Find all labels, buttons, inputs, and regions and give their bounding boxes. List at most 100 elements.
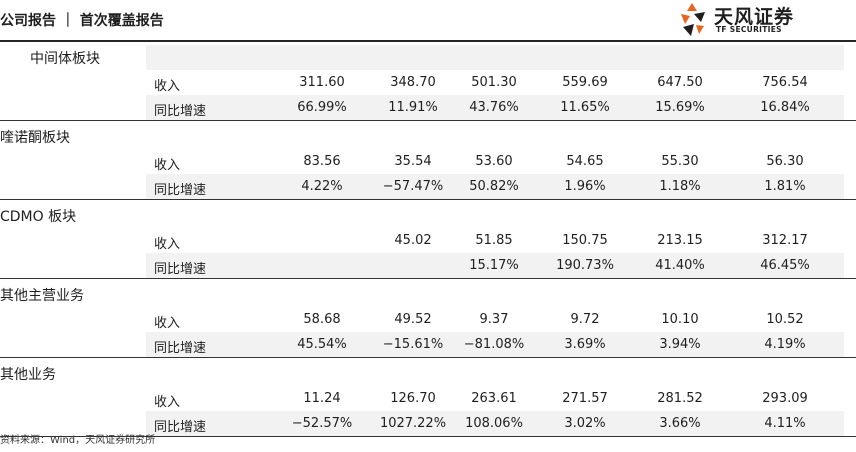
table-cell: 3.69% bbox=[564, 337, 606, 352]
table-cell: 45.02 bbox=[394, 233, 432, 248]
table-cell: 50.82% bbox=[469, 179, 519, 194]
table-cell: 9.72 bbox=[570, 312, 600, 327]
tf-logo-icon bbox=[681, 3, 705, 36]
table-cell: 51.85 bbox=[475, 233, 513, 248]
table-cell: 4.11% bbox=[764, 416, 806, 431]
row-label: 同比增速 bbox=[154, 420, 207, 435]
table-cell: 108.06% bbox=[465, 416, 523, 431]
table-cell: 559.69 bbox=[562, 75, 608, 90]
report-type-title: 公司报告 ｜ 首次覆盖报告 bbox=[0, 13, 164, 29]
table-row: 收入 83.56 35.54 53.60 54.65 55.30 56.30 bbox=[0, 149, 856, 174]
table-cell: 11.24 bbox=[303, 391, 341, 406]
table-cell: 16.84% bbox=[760, 100, 810, 115]
tf-securities-logo: 天风证券 TF SECURITIES bbox=[674, 0, 844, 40]
table-cell: 43.76% bbox=[469, 100, 519, 115]
row-label: 收入 bbox=[154, 158, 181, 173]
revenue-forecast-table: 中间体板块 收入 311.60 348.70 501.30 559.69 647.50 756… bbox=[0, 42, 856, 437]
table-cell: 9.37 bbox=[479, 312, 509, 327]
table-cell: 4.19% bbox=[764, 337, 806, 352]
table-cell: 15.17% bbox=[469, 258, 519, 273]
table-row: 收入 45.02 51.85 150.75 213.15 312.17 bbox=[0, 228, 856, 253]
section-name: 中间体板块 bbox=[30, 51, 100, 67]
section-name: CDMO 板块 bbox=[0, 209, 77, 225]
table-cell: 1.81% bbox=[764, 179, 806, 194]
section-header: 喹诺酮板块 bbox=[0, 121, 856, 149]
table-cell: −52.57% bbox=[291, 416, 353, 431]
row-label: 同比增速 bbox=[154, 104, 207, 119]
header-shade bbox=[146, 45, 844, 70]
table-cell: 3.02% bbox=[564, 416, 606, 431]
table-cell: 55.30 bbox=[661, 154, 699, 169]
table-cell: 11.91% bbox=[388, 100, 438, 115]
row-label: 收入 bbox=[154, 316, 181, 331]
table-cell: 150.75 bbox=[562, 233, 608, 248]
table-cell: 501.30 bbox=[471, 75, 517, 90]
row-label: 收入 bbox=[154, 237, 181, 252]
section-name: 其他主营业务 bbox=[0, 288, 84, 304]
table-cell: 3.66% bbox=[659, 416, 701, 431]
table-row: 同比增速 15.17% 190.73% 41.40% 46.45% bbox=[0, 253, 856, 278]
table-cell: 281.52 bbox=[657, 391, 703, 406]
table-cell: 312.17 bbox=[762, 233, 808, 248]
table-cell: 271.57 bbox=[562, 391, 608, 406]
section-header: 其他业务 bbox=[0, 358, 856, 386]
table-cell: 66.99% bbox=[297, 100, 347, 115]
table-section: 其他业务收入 11.24 126.70 263.61 271.57 281.52 293.0… bbox=[0, 358, 856, 437]
table-section: 其他主营业务收入 58.68 49.52 9.37 9.72 10.10 10.52 同比增速… bbox=[0, 279, 856, 358]
table-cell: −81.08% bbox=[463, 337, 525, 352]
table-cell: 49.52 bbox=[394, 312, 432, 327]
table-row: 同比增速 4.22% −57.47% 50.82% 1.96% 1.18% 1.81% bbox=[0, 174, 856, 199]
row-label: 收入 bbox=[154, 79, 181, 94]
header-divider bbox=[0, 40, 856, 42]
logo-english-name: TF SECURITIES bbox=[716, 25, 782, 34]
table-cell: 45.54% bbox=[297, 337, 347, 352]
table-cell: 263.61 bbox=[471, 391, 517, 406]
table-cell: 53.60 bbox=[475, 154, 513, 169]
table-row: 同比增速 66.99% 11.91% 43.76% 11.65% 15.69% 16.84% bbox=[0, 95, 856, 120]
row-label: 同比增速 bbox=[154, 262, 207, 277]
table-cell: 11.65% bbox=[560, 100, 610, 115]
table-cell: 190.73% bbox=[556, 258, 614, 273]
table-cell: 311.60 bbox=[299, 75, 345, 90]
table-row: 同比增速 45.54% −15.61% −81.08% 3.69% 3.94% 4.19% bbox=[0, 332, 856, 357]
table-cell: 4.22% bbox=[301, 179, 343, 194]
table-section: CDMO 板块收入 45.02 51.85 150.75 213.15 312.17 同比增… bbox=[0, 200, 856, 279]
section-header: CDMO 板块 bbox=[0, 200, 856, 228]
table-cell: 35.54 bbox=[394, 154, 432, 169]
table-cell: 46.45% bbox=[760, 258, 810, 273]
section-header: 中间体板块 bbox=[0, 42, 856, 70]
table-cell: 10.10 bbox=[661, 312, 699, 327]
table-cell: 54.65 bbox=[566, 154, 604, 169]
table-cell: 10.52 bbox=[766, 312, 804, 327]
table-cell: −57.47% bbox=[382, 179, 444, 194]
table-cell: 293.09 bbox=[762, 391, 808, 406]
table-cell: 83.56 bbox=[303, 154, 341, 169]
table-cell: 1.96% bbox=[564, 179, 606, 194]
table-cell: 41.40% bbox=[655, 258, 705, 273]
section-name: 喹诺酮板块 bbox=[0, 130, 70, 146]
row-label: 同比增速 bbox=[154, 183, 207, 198]
table-cell: 1027.22% bbox=[379, 416, 447, 431]
table-row: 收入 58.68 49.52 9.37 9.72 10.10 10.52 bbox=[0, 307, 856, 332]
table-row: 同比增速 −52.57% 1027.22% 108.06% 3.02% 3.66% 4.11… bbox=[0, 411, 856, 436]
table-cell: 15.69% bbox=[655, 100, 705, 115]
table-cell: 213.15 bbox=[657, 233, 703, 248]
table-cell: 1.18% bbox=[659, 179, 701, 194]
row-label: 同比增速 bbox=[154, 341, 207, 356]
source-footnote: 资料来源：Wind，天风证券研究所 bbox=[0, 435, 156, 446]
table-row: 收入 311.60 348.70 501.30 559.69 647.50 756.54 bbox=[0, 70, 856, 95]
table-cell: 647.50 bbox=[657, 75, 703, 90]
table-cell: 3.94% bbox=[659, 337, 701, 352]
section-name: 其他业务 bbox=[0, 367, 56, 383]
table-section: 喹诺酮板块收入 83.56 35.54 53.60 54.65 55.30 56.30 同比增… bbox=[0, 121, 856, 200]
row-label: 收入 bbox=[154, 395, 181, 410]
table-row: 收入 11.24 126.70 263.61 271.57 281.52 293.09 bbox=[0, 386, 856, 411]
table-cell: 126.70 bbox=[390, 391, 436, 406]
table-cell: 56.30 bbox=[766, 154, 804, 169]
table-cell: 58.68 bbox=[303, 312, 341, 327]
logo-chinese-name: 天风证券 bbox=[714, 6, 795, 28]
section-header: 其他主营业务 bbox=[0, 279, 856, 307]
table-cell: 756.54 bbox=[762, 75, 808, 90]
table-cell: −15.61% bbox=[382, 337, 444, 352]
table-section: 中间体板块 收入 311.60 348.70 501.30 559.69 647.50 756… bbox=[0, 42, 856, 121]
